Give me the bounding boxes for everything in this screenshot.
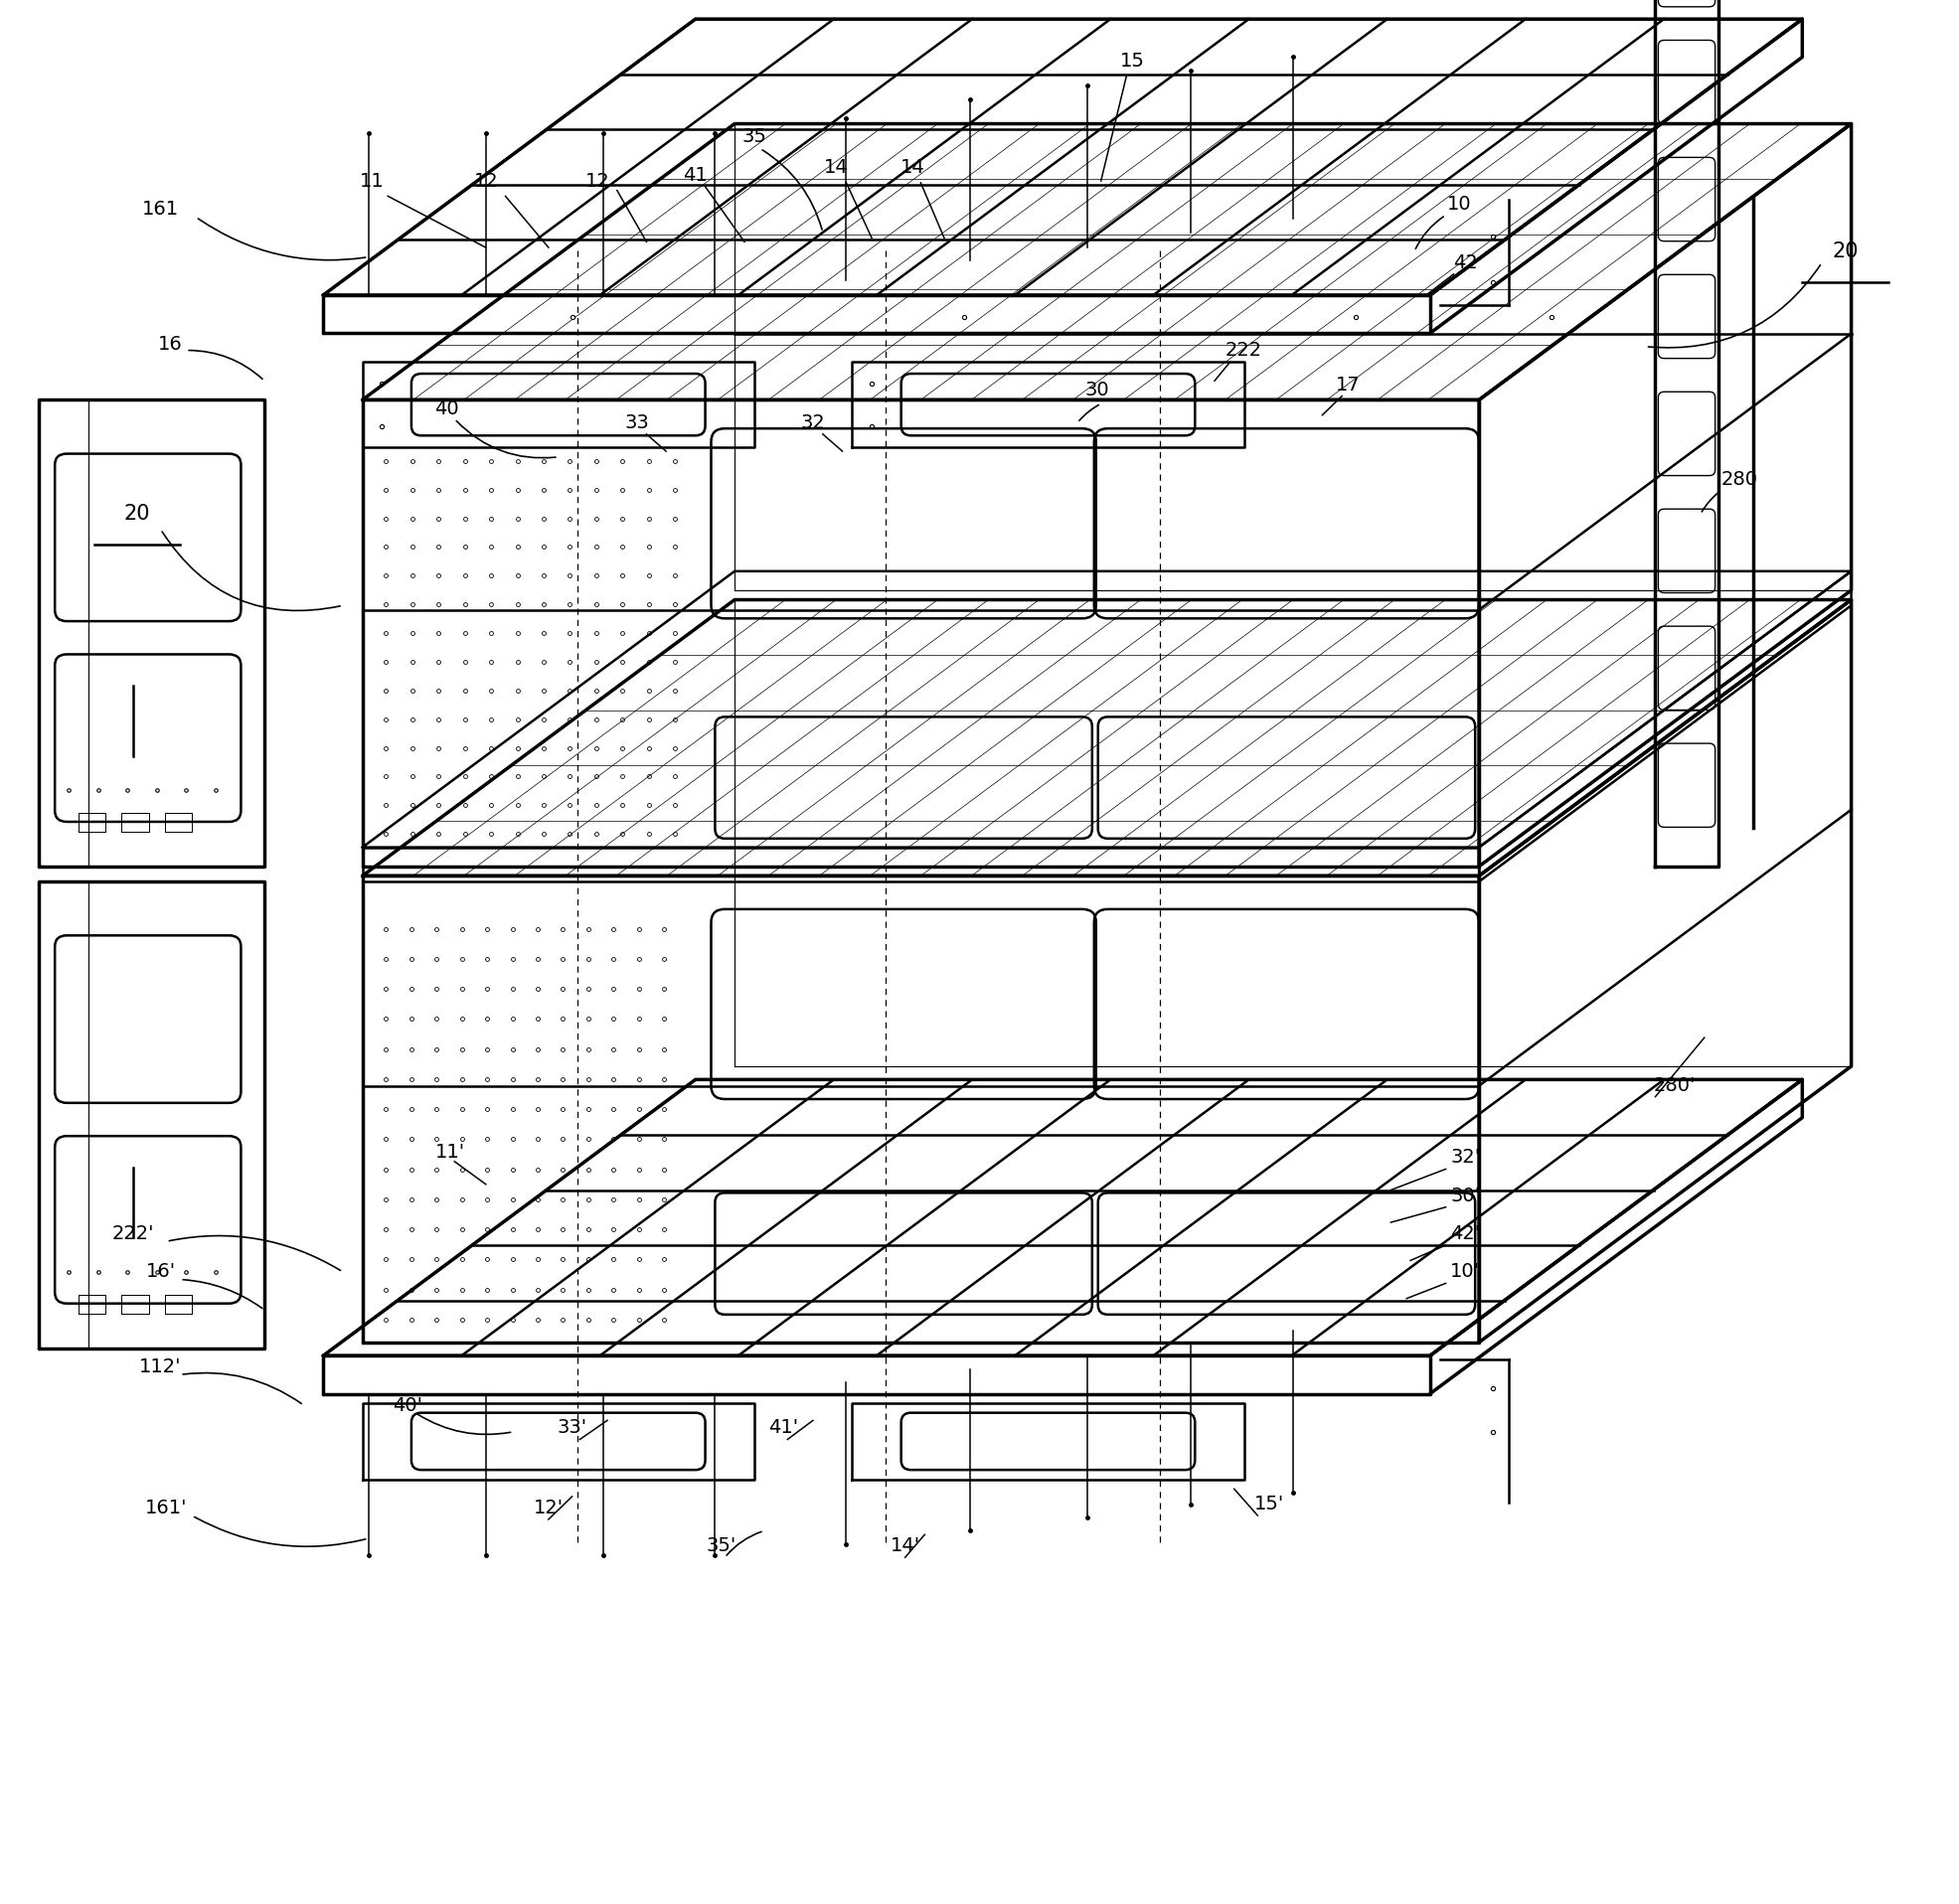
Text: 14': 14' — [889, 1537, 921, 1556]
Text: 33': 33' — [556, 1418, 588, 1438]
Text: 35': 35' — [705, 1537, 737, 1556]
Text: 20: 20 — [123, 505, 151, 524]
Text: 35: 35 — [742, 128, 766, 147]
Text: 11: 11 — [360, 171, 384, 190]
Text: 10': 10' — [1450, 1262, 1481, 1281]
Text: 161': 161' — [145, 1498, 188, 1517]
Text: 15': 15' — [1254, 1495, 1285, 1514]
Text: 112': 112' — [139, 1358, 182, 1377]
Text: 161: 161 — [143, 200, 178, 219]
Text: 17: 17 — [1336, 375, 1360, 394]
Text: 15: 15 — [1121, 51, 1144, 70]
Text: 32: 32 — [801, 413, 825, 432]
Text: 41: 41 — [684, 166, 707, 185]
Text: 30': 30' — [1450, 1186, 1481, 1205]
Text: 16: 16 — [159, 335, 182, 354]
Text: 280': 280' — [1653, 1076, 1696, 1095]
Text: 12: 12 — [586, 171, 609, 190]
Text: 14: 14 — [901, 158, 925, 177]
Text: 16': 16' — [145, 1262, 176, 1281]
Text: 14: 14 — [825, 158, 848, 177]
Text: 30: 30 — [1085, 381, 1109, 400]
Text: 11': 11' — [435, 1142, 466, 1161]
Text: 20: 20 — [1832, 242, 1859, 261]
Text: 222: 222 — [1226, 341, 1262, 360]
Text: 280: 280 — [1722, 470, 1757, 489]
Text: 33: 33 — [625, 413, 648, 432]
Text: 42': 42' — [1450, 1224, 1481, 1243]
Text: 12': 12' — [533, 1498, 564, 1517]
Text: 32': 32' — [1450, 1148, 1481, 1167]
Text: 42: 42 — [1454, 253, 1477, 272]
Text: 10: 10 — [1448, 194, 1471, 213]
Text: 41': 41' — [768, 1418, 799, 1438]
Text: 40': 40' — [392, 1396, 423, 1415]
Text: 12: 12 — [474, 171, 498, 190]
Text: 222': 222' — [112, 1224, 155, 1243]
Text: 40: 40 — [435, 400, 458, 419]
